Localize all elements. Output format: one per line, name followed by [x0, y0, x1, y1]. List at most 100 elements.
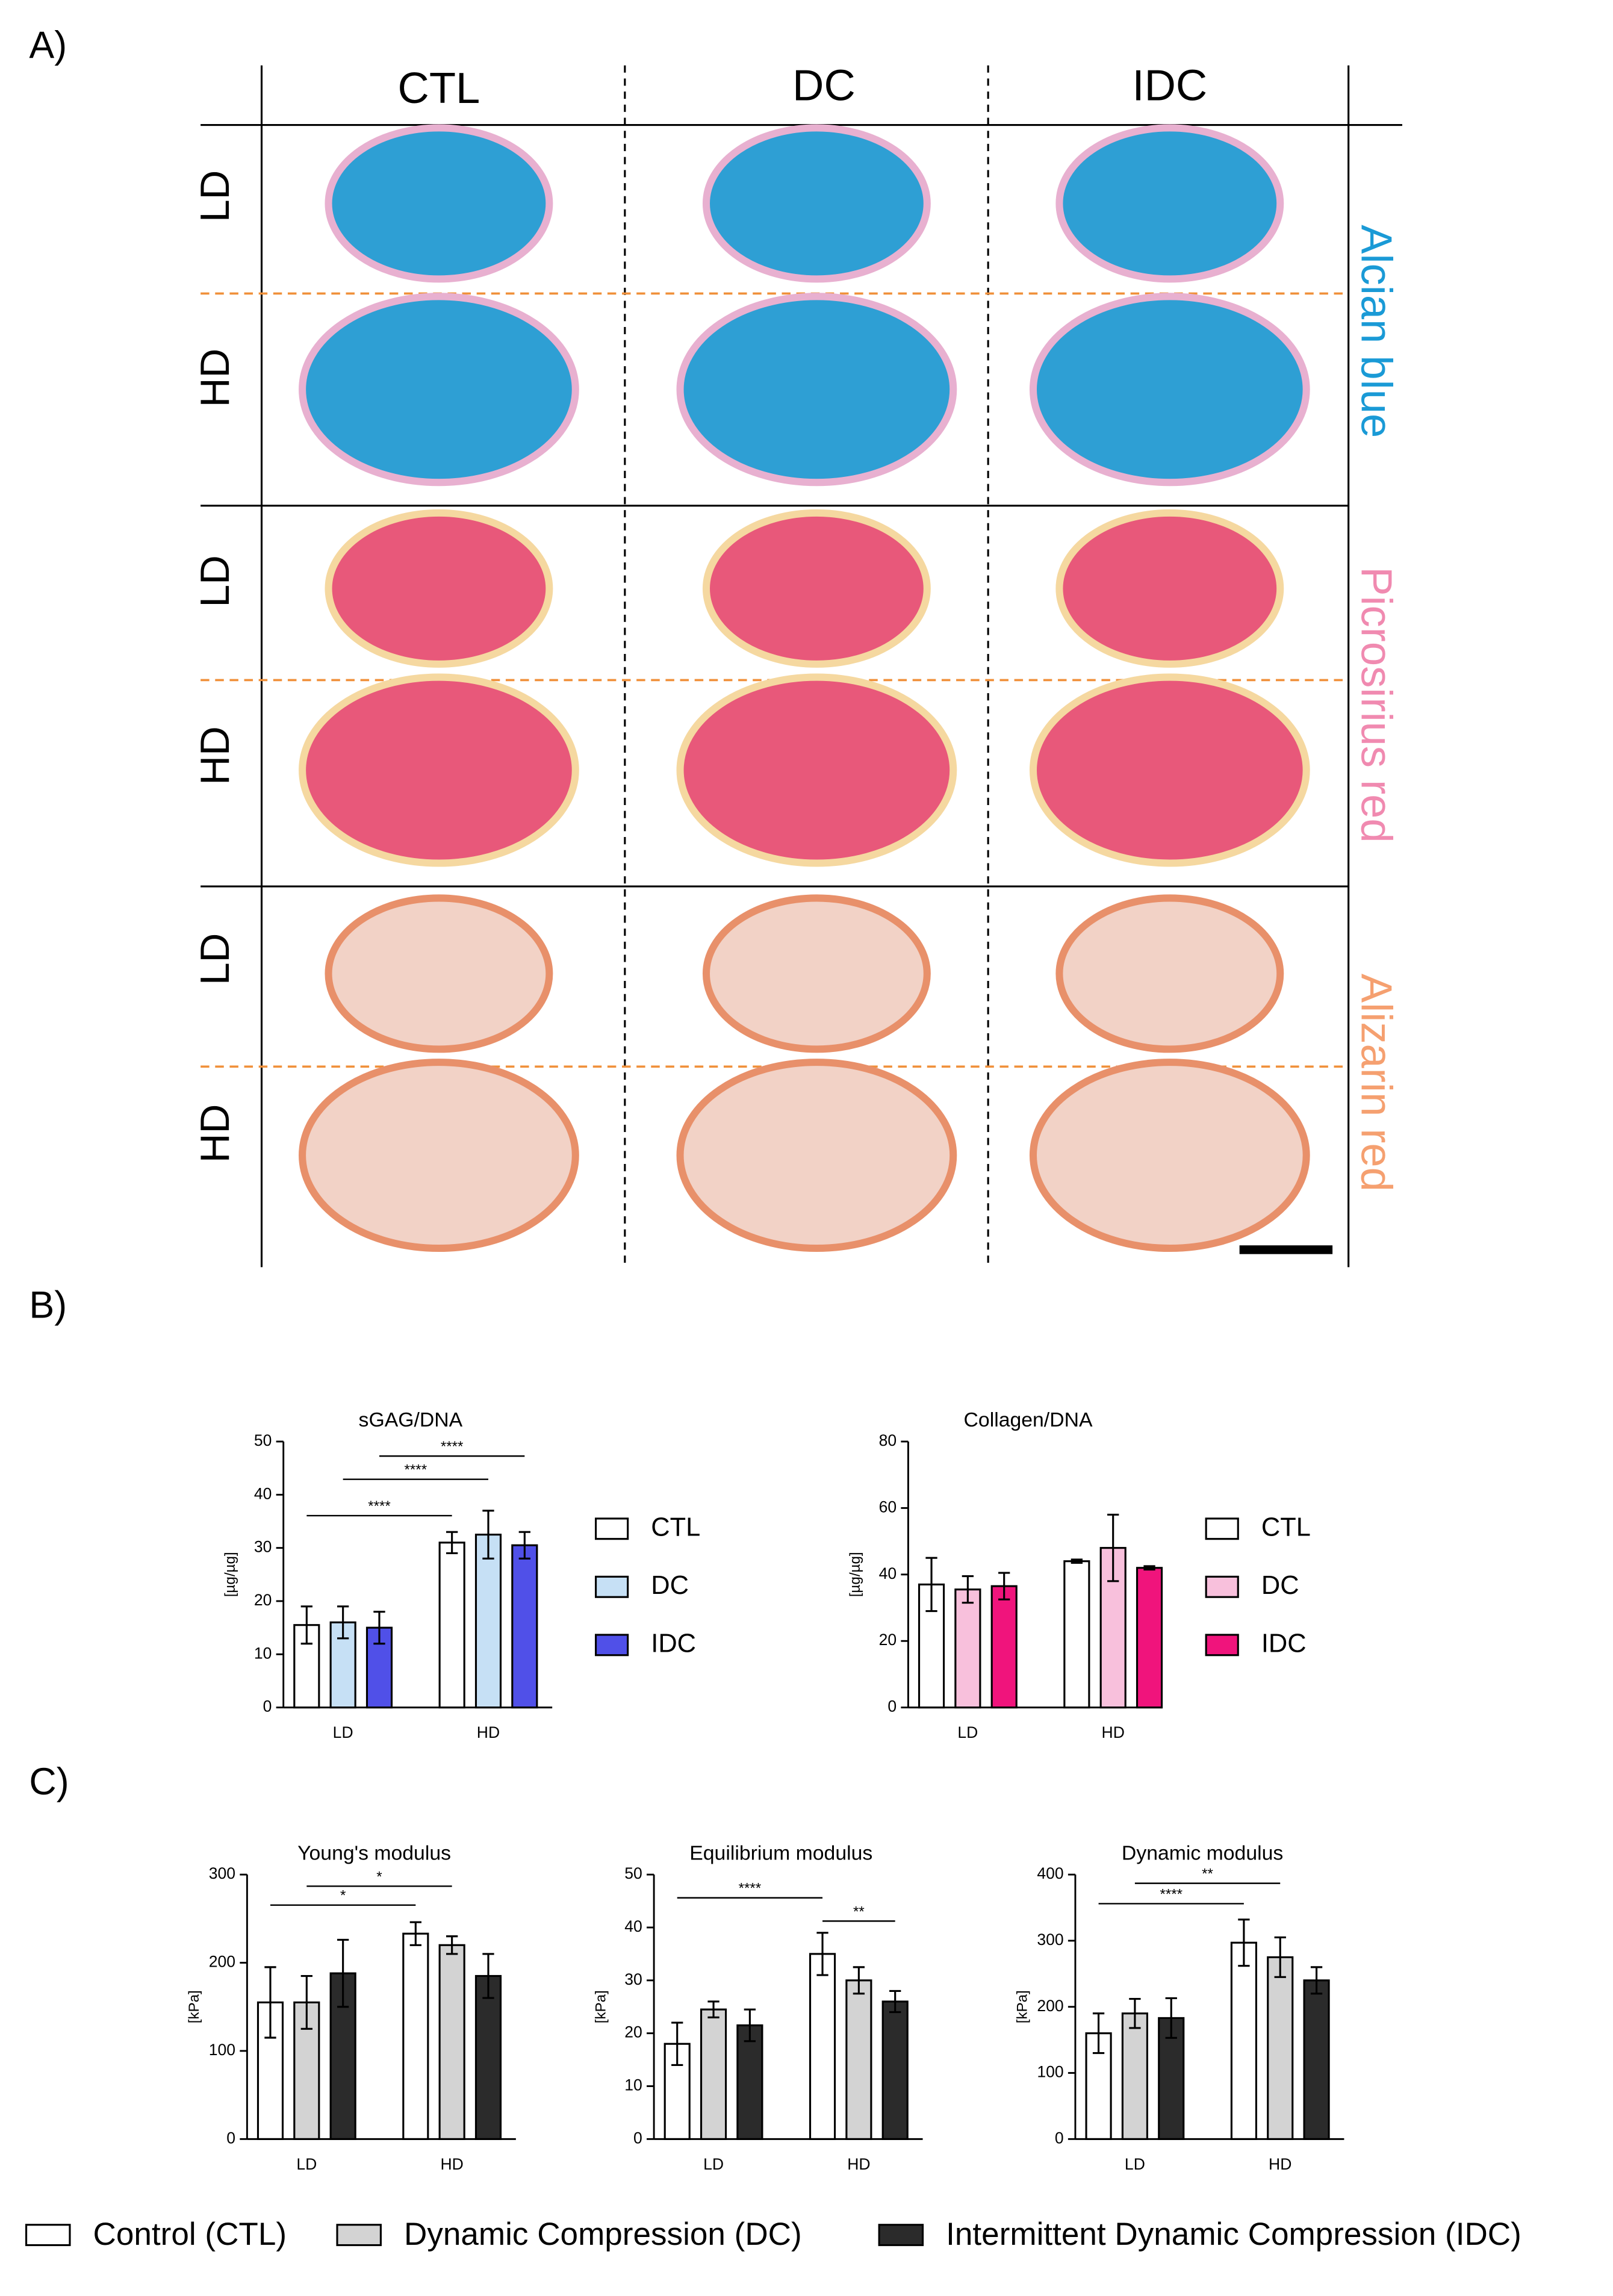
bar: [438, 1944, 465, 2140]
y-tick-label: 0: [887, 1697, 897, 1716]
tissue-section: [1029, 1059, 1310, 1252]
y-tick-label: 40: [879, 1564, 897, 1582]
bar: [700, 2008, 727, 2140]
y-axis-label: [kPa]: [186, 1990, 202, 2023]
row-label: HD: [193, 726, 238, 785]
bar: [1121, 2012, 1148, 2140]
legend-swatch: [25, 2224, 71, 2247]
stain-label: Alcian blue: [1352, 225, 1401, 438]
legend-swatch: [878, 2224, 924, 2247]
y-tick-label: 0: [1055, 2129, 1064, 2147]
tissue-section: [676, 293, 957, 487]
tissue-section: [1055, 509, 1284, 668]
tissue-section: [325, 124, 553, 283]
bar: [954, 1588, 981, 1709]
y-tick-label: 0: [226, 2129, 235, 2147]
tissue-section: [1055, 894, 1284, 1053]
x-tick-label: LD: [296, 2155, 317, 2173]
chart-title: Collagen/DNA: [964, 1408, 1093, 1431]
y-tick-label: 40: [624, 1917, 642, 1935]
bar: [809, 1953, 836, 2140]
legend-swatch: [595, 1575, 629, 1598]
y-axis-label: [kPa]: [593, 1990, 609, 2023]
y-tick-label: 50: [624, 1864, 642, 1882]
column-header: CTL: [398, 64, 480, 113]
bar: [1136, 1567, 1163, 1709]
y-tick-label: 200: [209, 1953, 235, 1971]
bar: [474, 1533, 502, 1709]
bar: [1063, 1560, 1090, 1709]
tissue-section: [702, 124, 931, 283]
legend-label: Dynamic Compression (DC): [404, 2217, 802, 2252]
significance-label: ****: [739, 1881, 762, 1897]
y-tick-label: 0: [263, 1697, 272, 1716]
legend-swatch: [1205, 1575, 1239, 1598]
y-tick-label: 60: [879, 1498, 897, 1516]
bar: [990, 1585, 1018, 1709]
legend-label: DC: [1261, 1571, 1299, 1600]
tissue-section: [325, 509, 553, 668]
tissue-section: [676, 673, 957, 867]
bar: [736, 2024, 763, 2140]
significance-label: *: [376, 1868, 382, 1885]
bar: [845, 1979, 872, 2140]
y-tick-label: 100: [209, 2041, 235, 2059]
chart-title: Dynamic modulus: [1122, 1841, 1283, 1864]
bar: [1267, 1956, 1294, 2140]
significance-label: ****: [441, 1439, 464, 1455]
legend-label: CTL: [1261, 1513, 1311, 1542]
panel-label: A): [29, 24, 67, 66]
y-tick-label: 10: [254, 1644, 272, 1662]
y-tick-label: 20: [254, 1591, 272, 1609]
y-axis-label: [kPa]: [1014, 1990, 1030, 2023]
legend-swatch: [1205, 1517, 1239, 1540]
legend-swatch: [1205, 1634, 1239, 1657]
panel-label: B): [29, 1284, 67, 1327]
stain-label: Picrosirius red: [1352, 567, 1401, 842]
tissue-section: [299, 673, 579, 867]
legend-swatch: [336, 2224, 382, 2247]
row-label: LD: [193, 170, 238, 222]
tissue-section: [325, 894, 553, 1053]
tissue-section: [1055, 124, 1284, 283]
legend-label: DC: [651, 1571, 689, 1600]
significance-label: **: [853, 1903, 865, 1920]
tissue-section: [1029, 293, 1310, 487]
y-axis-label: [µg/µg]: [222, 1552, 238, 1597]
column-header: DC: [792, 61, 856, 110]
y-tick-label: 10: [624, 2076, 642, 2094]
bar: [474, 1974, 502, 2140]
y-tick-label: 30: [624, 1970, 642, 1988]
column-header: IDC: [1132, 61, 1207, 110]
y-tick-label: 20: [879, 1631, 897, 1649]
tissue-section: [676, 1059, 957, 1252]
y-tick-label: 300: [1037, 1930, 1063, 1949]
bar: [293, 1624, 320, 1709]
tissue-section: [299, 293, 579, 487]
significance-label: **: [1202, 1866, 1213, 1882]
y-tick-label: 20: [624, 2023, 642, 2041]
tissue-section: [702, 509, 931, 668]
row-label: HD: [193, 349, 238, 408]
x-tick-label: HD: [1102, 1723, 1125, 1741]
legend-label: IDC: [1261, 1629, 1307, 1658]
chart-title: Equilibrium modulus: [689, 1841, 872, 1864]
row-label: LD: [193, 933, 238, 985]
significance-label: ****: [368, 1498, 391, 1514]
x-tick-label: HD: [847, 2155, 870, 2173]
x-tick-label: LD: [703, 2155, 724, 2173]
stain-label: Alizarin red: [1352, 974, 1401, 1192]
tissue-section: [702, 894, 931, 1053]
y-tick-label: 0: [633, 2129, 642, 2147]
y-tick-label: 80: [879, 1431, 897, 1449]
legend-swatch: [595, 1517, 629, 1540]
tissue-section: [1029, 673, 1310, 867]
x-tick-label: HD: [1269, 2155, 1291, 2173]
row-label: LD: [193, 555, 238, 607]
x-tick-label: LD: [957, 1723, 978, 1741]
significance-label: ****: [405, 1462, 427, 1478]
x-tick-label: LD: [333, 1723, 353, 1741]
bar: [1230, 1941, 1257, 2140]
x-tick-label: HD: [477, 1723, 500, 1741]
